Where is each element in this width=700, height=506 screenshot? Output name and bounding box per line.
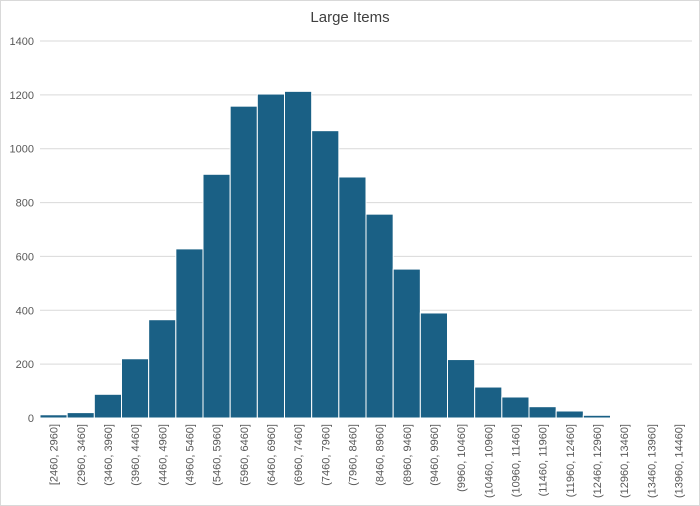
histogram-bar: [528, 406, 557, 419]
y-tick-label: 800: [16, 198, 34, 210]
histogram-bar: [229, 105, 258, 419]
y-tick-label: 1400: [10, 36, 34, 48]
histogram-bar: [338, 176, 367, 419]
x-tick-label: (4460, 4960]: [157, 424, 169, 486]
histogram-bar: [121, 358, 150, 419]
x-tick-label: (13460, 13960]: [646, 424, 658, 498]
y-tick-label: 0: [28, 413, 34, 425]
x-tick-label: (10460, 10960]: [483, 424, 495, 498]
x-tick-label: (12460, 12960]: [592, 424, 604, 498]
histogram-bar: [93, 393, 123, 419]
x-tick-label: (4960, 5460]: [184, 424, 196, 486]
y-tick-label: 1000: [10, 144, 34, 156]
x-tick-label: (10960, 11460]: [510, 424, 522, 497]
x-tick-label: (9960, 10460]: [456, 424, 468, 492]
x-tick-label: (11960, 12460]: [565, 424, 577, 497]
histogram-bar: [365, 213, 394, 419]
x-tick-label: (12960, 13460]: [619, 424, 631, 498]
y-tick-label: 1200: [10, 90, 34, 102]
x-tick-label: (3460, 3960]: [103, 424, 115, 486]
histogram-bar: [284, 90, 313, 419]
histogram-bar: [555, 410, 584, 419]
histogram-bar: [392, 268, 421, 419]
histogram-bar: [447, 359, 476, 419]
x-tick-label: (9460, 9960]: [429, 424, 441, 486]
histogram-bar: [175, 248, 204, 419]
x-tick-label: (5960, 6460]: [239, 424, 251, 486]
x-tick-label: [2460, 2960]: [49, 424, 61, 485]
histogram-bar: [148, 319, 177, 419]
x-tick-label: (3960, 4460]: [130, 424, 142, 486]
y-tick-label: 600: [16, 251, 34, 263]
x-tick-label: (7960, 8460]: [347, 424, 359, 486]
x-tick-label: (6960, 7460]: [293, 424, 305, 486]
x-tick-label: (7460, 7960]: [320, 424, 332, 486]
x-tick-label: (11460, 11960]: [538, 424, 550, 496]
x-tick-label: (8960, 9460]: [402, 424, 414, 486]
histogram-bar: [501, 396, 530, 419]
x-tick-label: (2960, 3460]: [76, 424, 88, 486]
x-tick-label: (5460, 5960]: [212, 424, 224, 486]
x-tick-label: (8460, 8960]: [375, 424, 387, 486]
x-tick-label: (6460, 6960]: [266, 424, 278, 486]
histogram-bar: [474, 386, 503, 419]
histogram-bar: [39, 414, 68, 419]
x-tick-label: (13960, 14460]: [673, 424, 685, 498]
histogram-bar: [419, 312, 449, 419]
histogram-bar: [311, 130, 340, 419]
y-tick-label: 400: [16, 305, 34, 317]
y-tick-label: 200: [16, 359, 34, 371]
histogram-bar: [610, 416, 639, 419]
histogram-bar: [582, 414, 611, 419]
histogram-bar: [202, 173, 231, 419]
chart-title: Large Items: [310, 9, 390, 26]
histogram-bar: [66, 412, 95, 419]
histogram-bar: [256, 93, 286, 419]
